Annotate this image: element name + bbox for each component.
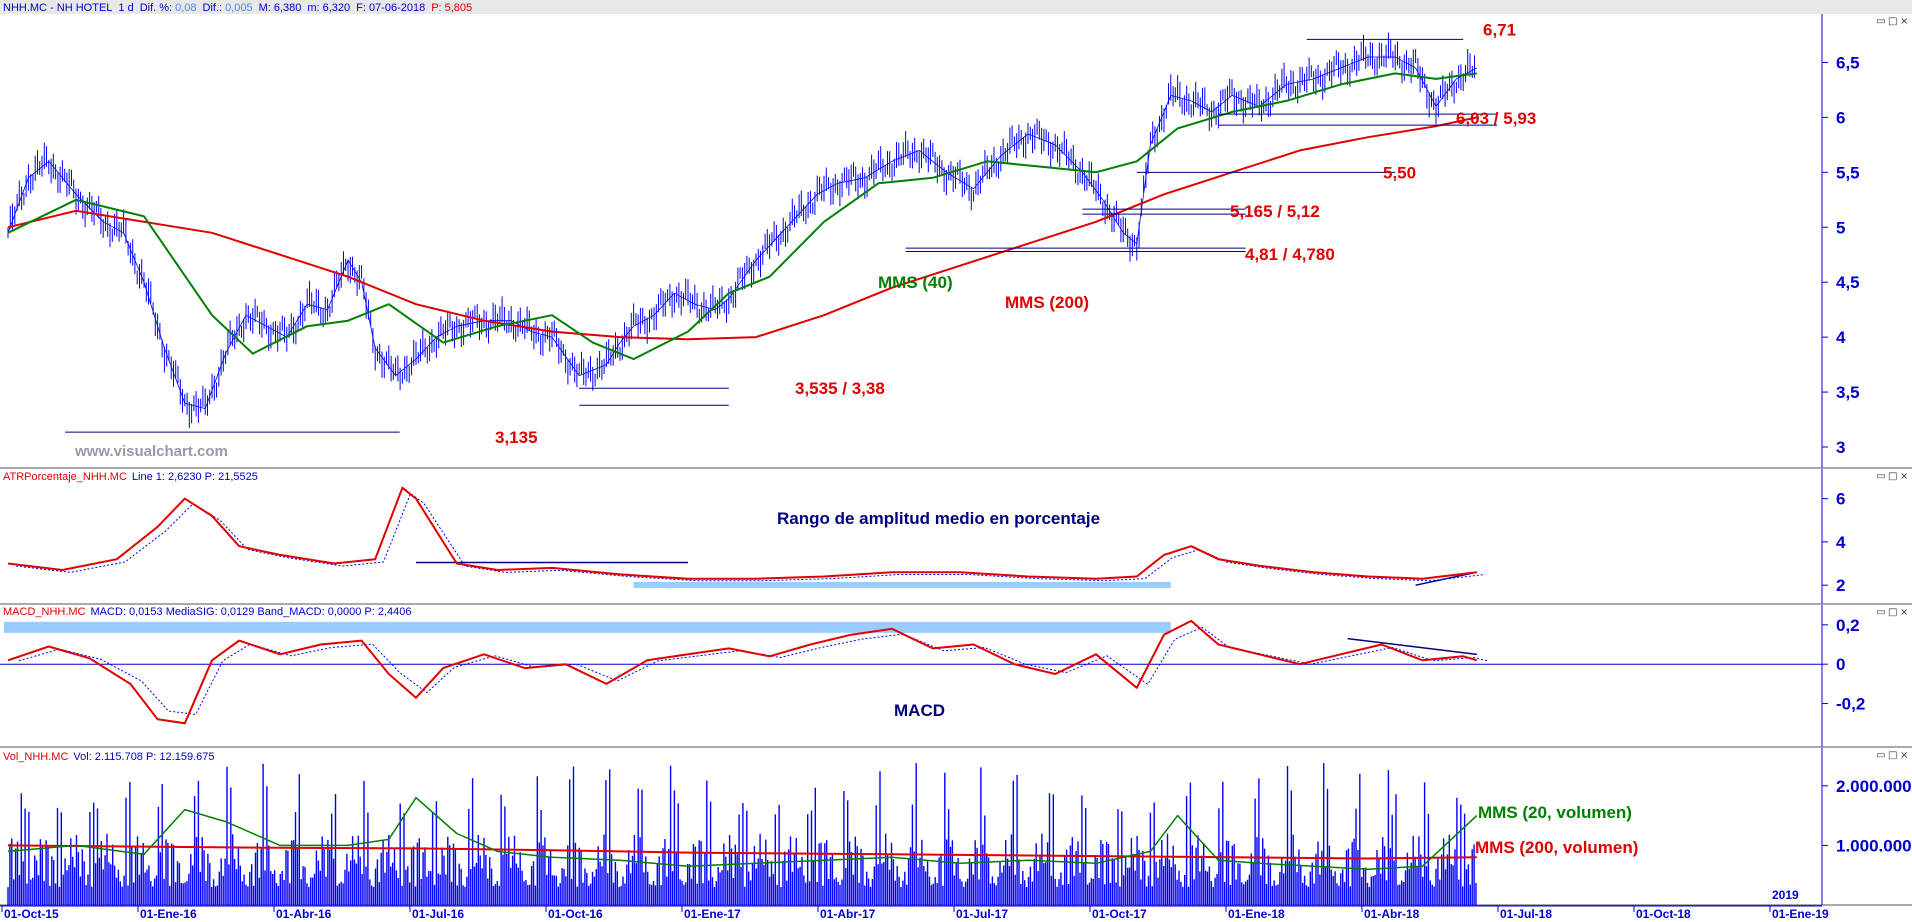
header-name: NH HOTEL	[57, 2, 113, 14]
date-tick-label: 01-Jul-16	[412, 907, 464, 921]
vol-y-tick-label: 2.000.000	[1836, 777, 1912, 796]
price-y-tick-label: 3,5	[1836, 383, 1860, 402]
header-strip	[0, 0, 1912, 14]
date-tick-label: 01-Abr-18	[1364, 907, 1420, 921]
macd-title: MACD_NHH.MC	[3, 606, 86, 618]
price-window-button-0: ▭	[1876, 16, 1885, 27]
vol-note-ma200: MMS (200, volumen)	[1475, 838, 1638, 857]
price-y-tick-label: 5	[1836, 218, 1845, 237]
header-date-label: F:	[356, 2, 366, 14]
atr-window-button-2: ×	[1900, 471, 1908, 482]
panels: ▭ □ ×33,544,555,566,56,716,03 / 5,935,505,…	[0, 14, 1912, 921]
atr-window-button-1: □	[1888, 471, 1897, 482]
header-dif-pct: 0,08	[175, 2, 196, 14]
date-tick-label: 01-Ene-19	[1772, 907, 1829, 921]
atr-title: ATRPorcentaje_NHH.MC	[3, 471, 127, 483]
date-tick-label: 01-Oct-18	[1636, 907, 1691, 921]
atr-info: Line 1: 2,6230 P: 21,5525	[132, 471, 258, 483]
vol-ma20-line	[7, 796, 1478, 870]
macd-band	[4, 621, 1171, 633]
date-tick-label: 01-Abr-16	[276, 907, 332, 921]
vol-note-ma20: MMS (20, volumen)	[1478, 803, 1632, 822]
watermark: www.visualchart.com	[74, 443, 228, 460]
price-bars	[7, 32, 1475, 429]
header-symbol: NHH.MC	[3, 2, 47, 14]
date-tick-label: 01-Jul-18	[1500, 907, 1552, 921]
header-max: 6,380	[274, 2, 302, 14]
ma40-label: MMS (40)	[878, 273, 953, 292]
atr-signal	[16, 492, 1486, 582]
ma40-line	[7, 72, 1477, 361]
vol-info: Vol: 2.115.708 P: 12.159.675	[73, 751, 214, 763]
atr-line	[7, 486, 1477, 580]
vol-y-tick-label: 1.000.000	[1836, 836, 1912, 855]
header-max-label: M:	[259, 2, 271, 14]
header-p-label: P:	[431, 2, 441, 14]
date-tick-label: 01-Abr-17	[820, 907, 876, 921]
price-series	[7, 56, 1477, 410]
level-label: 5,50	[1383, 163, 1416, 182]
macd-y-tick-label: -0,2	[1836, 695, 1865, 714]
macd-window-button-2: ×	[1900, 607, 1908, 618]
macd-note: MACD	[894, 701, 945, 720]
header-p: 5,805	[445, 2, 473, 14]
level-label: 3,135	[495, 428, 538, 447]
level-label: 4,81 / 4,780	[1245, 245, 1335, 264]
header-min: 6,320	[323, 2, 351, 14]
price-y-tick-label: 5,5	[1836, 163, 1860, 182]
price-y-tick-label: 4	[1836, 328, 1846, 347]
macd-window-button-0: ▭	[1876, 607, 1885, 618]
atr-band	[633, 581, 1171, 588]
volume-bars	[7, 763, 1477, 905]
atr-note: Rango de amplitud medio en porcentaje	[777, 509, 1100, 528]
year-marker: 2019	[1772, 888, 1799, 902]
date-tick-label: 01-Oct-16	[548, 907, 603, 921]
level-label: 6,71	[1483, 20, 1516, 39]
level-label: 6,03 / 5,93	[1456, 109, 1536, 128]
macd-window-button-1: □	[1888, 607, 1897, 618]
price-y-tick-label: 4,5	[1836, 273, 1860, 292]
price-y-tick-label: 6,5	[1836, 53, 1860, 72]
level-label: 5,165 / 5,12	[1230, 202, 1320, 221]
price-window-button-1: □	[1888, 16, 1897, 27]
macd-info: MACD: 0,0153 MediaSIG: 0,0129 Band_MACD:…	[91, 606, 412, 618]
header-info: NHH.MC - NH HOTEL 1 d Dif. %: 0,08 Dif.: 0,00…	[3, 2, 472, 14]
macd-line	[7, 619, 1478, 725]
header-dif-pct-label: Dif. %:	[140, 2, 172, 14]
date-tick-label: 01-Jul-17	[956, 907, 1008, 921]
price-window-button-2: ×	[1900, 16, 1908, 27]
macd-header: MACD_NHH.MC MACD: 0,0153 MediaSIG: 0,0129…	[3, 606, 412, 618]
header-dif-label: Dif.:	[203, 2, 223, 14]
vol-header: Vol_NHH.MC Vol: 2.115.708 P: 12.159.675	[3, 751, 215, 763]
level-label: 3,535 / 3,38	[795, 379, 885, 398]
atr-y-tick-label: 6	[1836, 490, 1845, 509]
vol-ma200-line	[7, 844, 1477, 860]
atr-y-tick-label: 4	[1836, 533, 1846, 552]
header-period: 1 d	[118, 2, 133, 14]
price-y-tick-label: 6	[1836, 108, 1845, 127]
date-tick-label: 01-Ene-18	[1228, 907, 1285, 921]
vol-title: Vol_NHH.MC	[3, 751, 68, 763]
date-tick-label: 01-Ene-16	[140, 907, 197, 921]
macd-y-tick-label: 0	[1836, 655, 1845, 674]
date-tick-label: 01-Oct-17	[1092, 907, 1147, 921]
header-min-label: m:	[307, 2, 319, 14]
vol-window-button-2: ×	[1900, 750, 1908, 761]
macd-y-tick-label: 0,2	[1836, 616, 1860, 635]
date-tick-label: 01-Ene-17	[684, 907, 741, 921]
date-tick-label: 01-Oct-15	[4, 907, 59, 921]
ma200-label: MMS (200)	[1005, 293, 1089, 312]
header-dif: 0,005	[225, 2, 253, 14]
atr-y-tick-label: 2	[1836, 576, 1845, 595]
vol-window-button-0: ▭	[1876, 750, 1885, 761]
macd-trendline	[1347, 637, 1477, 656]
header-date: 07-06-2018	[369, 2, 425, 14]
atr-header: ATRPorcentaje_NHH.MC Line 1: 2,6230 P: 21…	[3, 471, 258, 483]
atr-window-button-0: ▭	[1876, 471, 1885, 482]
ma200-line	[7, 116, 1478, 341]
price-y-tick-label: 3	[1836, 438, 1845, 457]
vol-window-button-1: □	[1888, 750, 1897, 761]
